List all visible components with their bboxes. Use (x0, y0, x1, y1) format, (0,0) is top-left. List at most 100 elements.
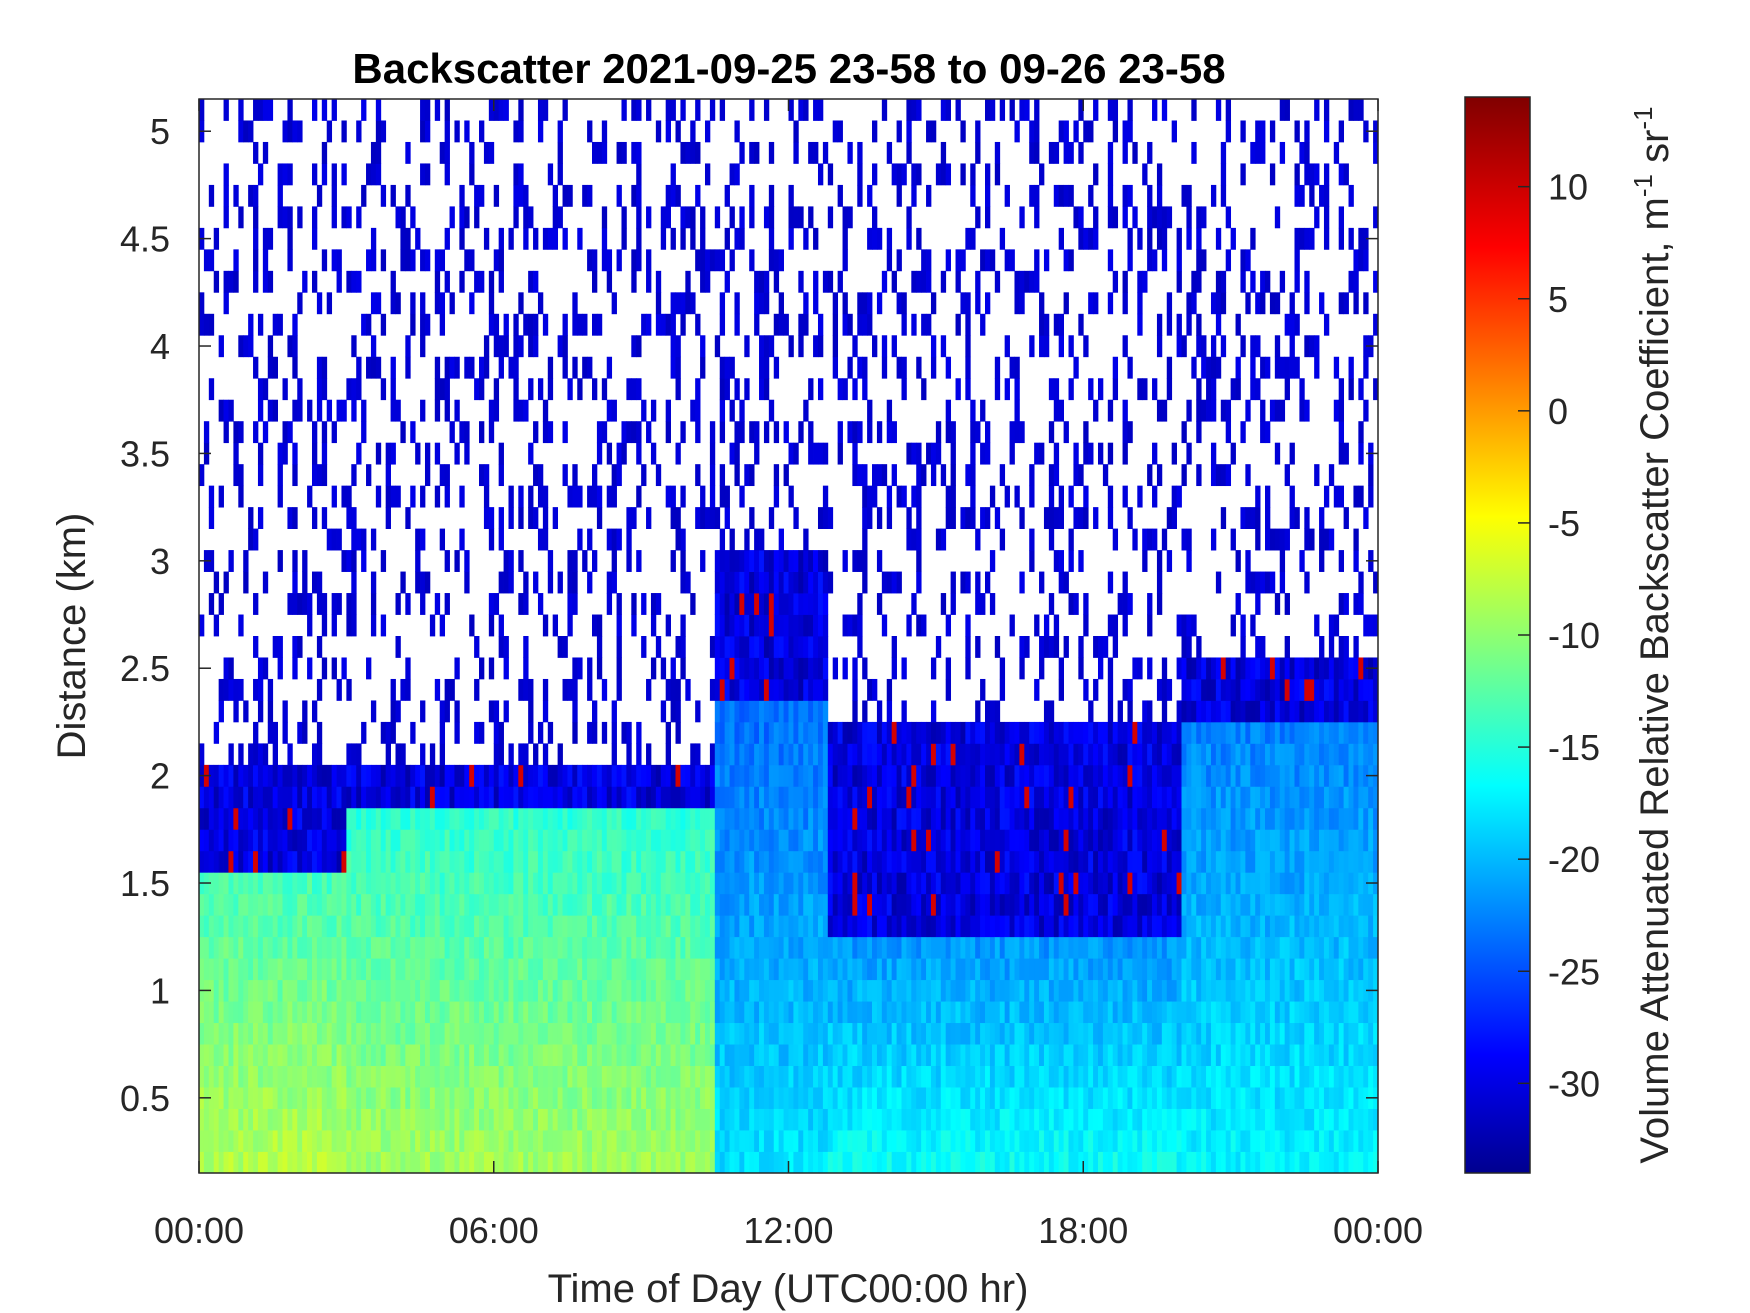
heatmap-cell (469, 807, 475, 830)
heatmap-cell (311, 421, 318, 444)
heatmap-cell (935, 936, 942, 959)
heatmap-cell (886, 807, 893, 830)
heatmap-cell (675, 1065, 681, 1088)
heatmap-cell (980, 807, 986, 830)
heatmap-cell (203, 1044, 210, 1066)
heatmap-cell (567, 1001, 573, 1024)
heatmap-cell (361, 99, 367, 121)
heatmap-cell (817, 700, 824, 723)
heatmap-cell (223, 1044, 229, 1066)
heatmap-cell (321, 1065, 328, 1088)
heatmap-cell (700, 786, 706, 809)
heatmap-cell (950, 786, 956, 809)
heatmap-cell (272, 915, 278, 938)
heatmap-cell (218, 1151, 224, 1173)
heatmap-cell (960, 249, 966, 272)
heatmap-cell (567, 1151, 573, 1173)
heatmap-cell (680, 764, 686, 787)
heatmap-cell (415, 958, 421, 981)
heatmap-cell (852, 1108, 858, 1131)
heatmap-cell (267, 678, 274, 701)
heatmap-cell (837, 936, 843, 959)
heatmap-cell (739, 915, 745, 938)
heatmap-cell (724, 979, 730, 1002)
heatmap-cell (405, 850, 411, 873)
heatmap-cell (867, 743, 873, 766)
heatmap-cell (606, 1001, 613, 1024)
heatmap-cell (385, 1022, 391, 1045)
heatmap-cell (935, 421, 942, 444)
heatmap-cell (257, 979, 264, 1002)
heatmap-cell (857, 786, 863, 809)
heatmap-cell (704, 1087, 711, 1109)
heatmap-cells (199, 99, 1378, 1173)
heatmap-cell (886, 936, 893, 959)
heatmap-cell (675, 120, 681, 143)
heatmap-cell (297, 1130, 303, 1152)
heatmap-cell (361, 872, 367, 895)
heatmap-cell (572, 571, 578, 594)
heatmap-cell (208, 936, 215, 959)
heatmap-cell (955, 743, 961, 766)
heatmap-cell (542, 1065, 549, 1088)
heatmap-cell (759, 872, 765, 895)
heatmap-cell (832, 1108, 839, 1131)
heatmap-cell (881, 764, 888, 787)
heatmap-cell (257, 850, 264, 873)
heatmap-cell (724, 872, 730, 895)
heatmap-cell (930, 829, 937, 852)
heatmap-cell (886, 1001, 893, 1024)
heatmap-cell (253, 850, 259, 873)
heatmap-cell (1034, 99, 1040, 121)
heatmap-cell (847, 1001, 853, 1024)
heatmap-cell (282, 442, 288, 465)
heatmap-cell (872, 163, 878, 186)
heatmap-cell (655, 764, 662, 787)
heatmap-cell (321, 915, 328, 938)
heatmap-cell (813, 721, 819, 744)
heatmap-cell (695, 850, 701, 873)
heatmap-cell (994, 1065, 1001, 1088)
heatmap-cell (248, 915, 254, 938)
heatmap-cell (700, 764, 706, 787)
heatmap-cell (346, 764, 352, 787)
heatmap-cell (346, 893, 352, 916)
heatmap-cell (970, 958, 976, 981)
heatmap-cell (267, 807, 274, 830)
heatmap-cell (768, 721, 775, 744)
heatmap-cell (798, 206, 804, 229)
heatmap-cell (572, 485, 578, 508)
heatmap-cell (272, 872, 278, 895)
heatmap-cell (380, 120, 387, 143)
heatmap-cell (592, 1151, 598, 1173)
heatmap-cell (876, 1151, 883, 1173)
heatmap-cell (636, 378, 642, 401)
heatmap-cell (994, 1130, 1001, 1152)
heatmap-cell (370, 227, 377, 250)
heatmap-cell (626, 507, 632, 529)
heatmap-cell (916, 528, 922, 551)
heatmap-cell (813, 786, 819, 809)
heatmap-cell (469, 141, 475, 164)
heatmap-cell (356, 850, 362, 873)
heatmap-cell (459, 1022, 465, 1045)
heatmap-cell (257, 399, 264, 422)
heatmap-cell (508, 850, 514, 873)
heatmap-cell (714, 807, 721, 830)
heatmap-cell (336, 399, 342, 422)
heatmap-cell (493, 807, 500, 830)
heatmap-cell (356, 915, 362, 938)
heatmap-cell (911, 958, 917, 981)
heatmap-cell (641, 464, 647, 487)
heatmap-cell (562, 1065, 568, 1088)
heatmap-cell (822, 141, 829, 164)
heatmap-cell (940, 1108, 947, 1131)
heatmap-cell (596, 936, 603, 959)
heatmap-cell (729, 206, 735, 229)
heatmap-cell (380, 958, 387, 981)
heatmap-cell (817, 893, 824, 916)
heatmap-cell (253, 356, 259, 379)
heatmap-cell (611, 700, 617, 723)
heatmap-cell (626, 721, 632, 744)
heatmap-cell (670, 335, 676, 358)
